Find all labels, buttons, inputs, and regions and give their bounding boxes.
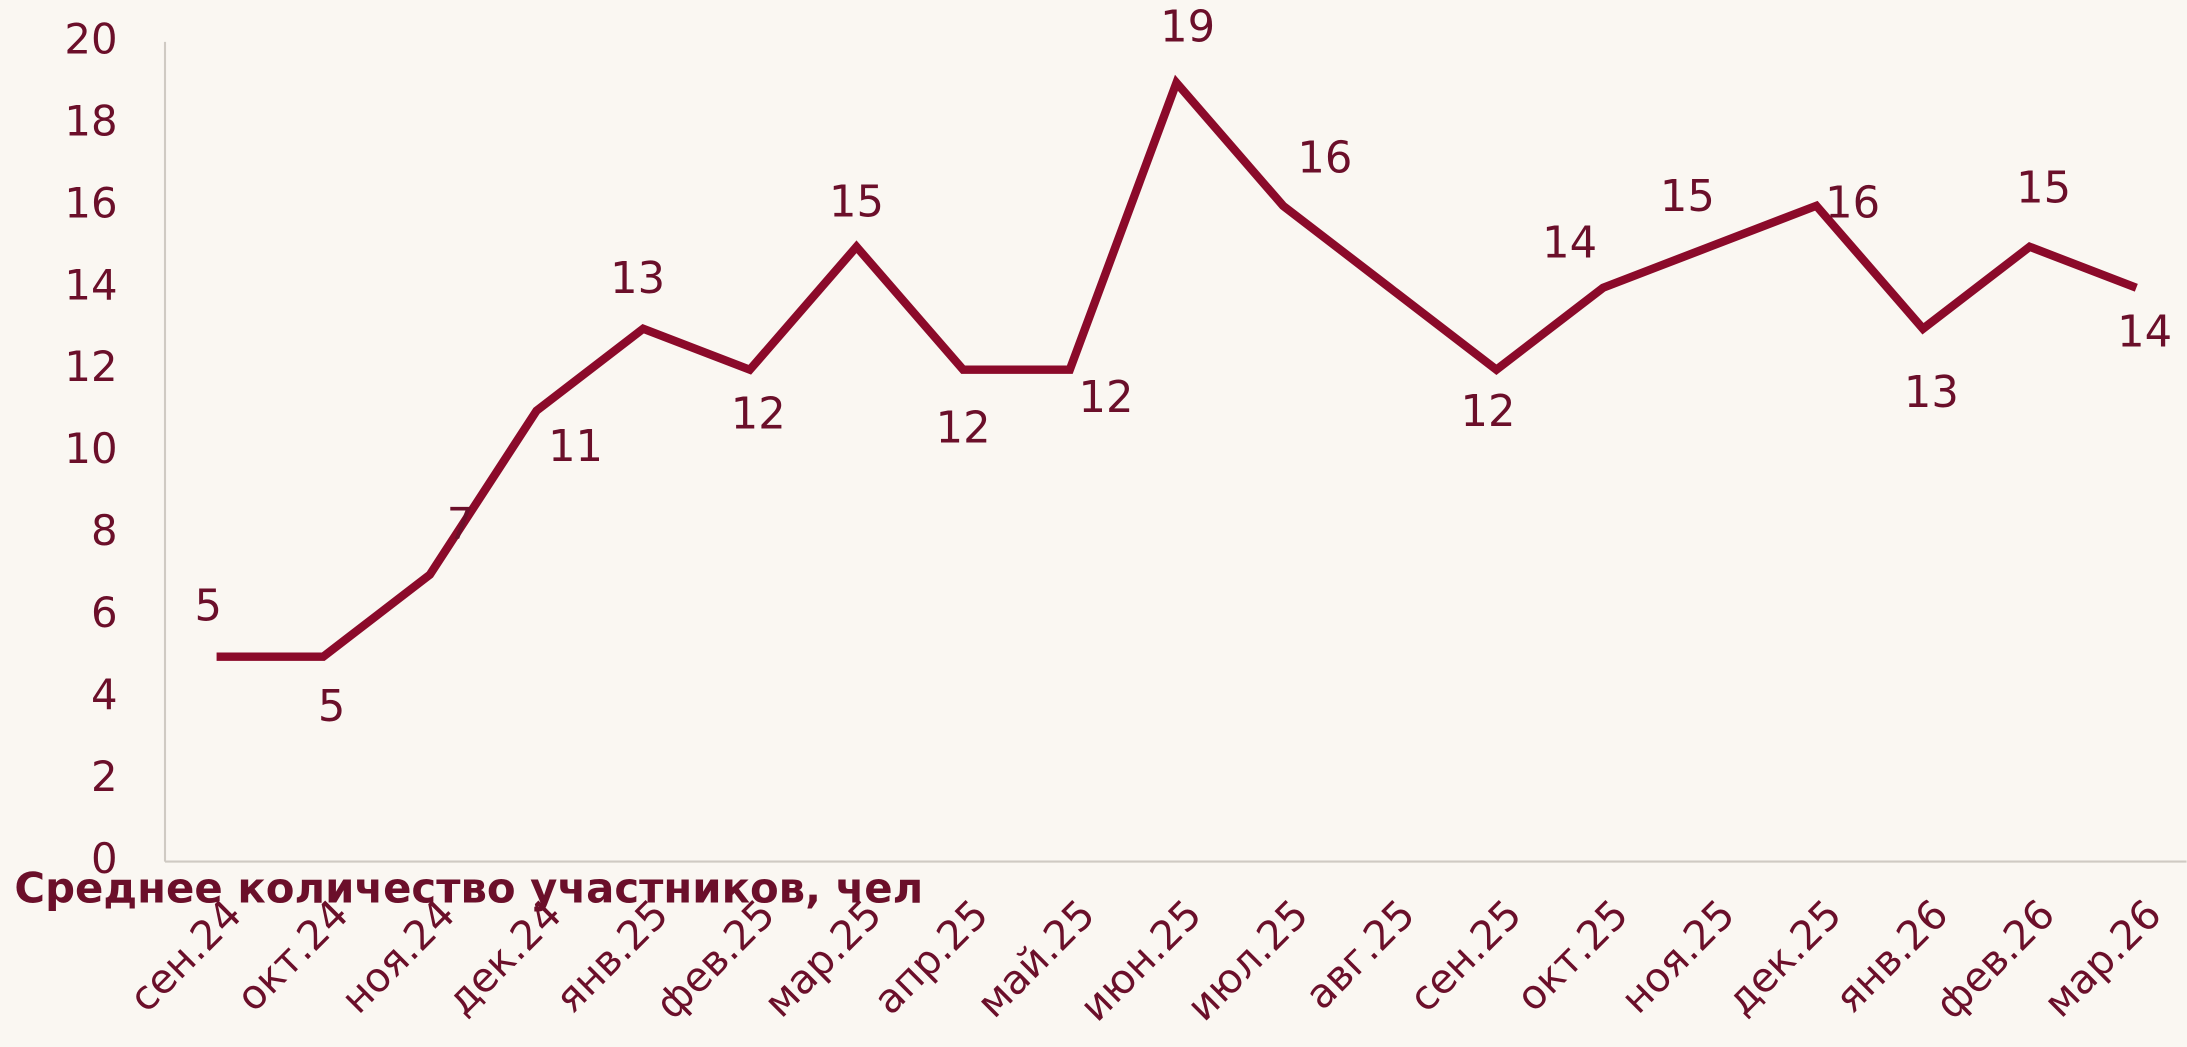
data-label: 12 (936, 404, 991, 454)
data-label: 15 (2016, 163, 2071, 213)
y-tick-label: 14 (64, 260, 117, 309)
x-axis-title: Среднее количество участников, чел (14, 863, 923, 912)
y-tick-label: 6 (91, 588, 118, 637)
y-tick-label: 16 (64, 178, 117, 227)
data-label: 16 (1297, 134, 1352, 184)
y-tick-label: 2 (91, 752, 118, 801)
y-tick-label: 0 (91, 834, 118, 883)
y-tick-label: 8 (91, 506, 118, 555)
data-label: 11 (548, 422, 603, 472)
data-label: 13 (1904, 368, 1959, 418)
data-label: 7 (447, 500, 474, 550)
data-label: 14 (2117, 308, 2172, 358)
y-tick-label: 12 (64, 342, 117, 391)
data-label: 12 (1079, 373, 1134, 423)
data-label: 12 (731, 390, 786, 440)
y-tick-label: 18 (64, 96, 117, 145)
data-label: 19 (1160, 2, 1215, 52)
data-label: 13 (610, 254, 665, 304)
y-tick-label: 10 (64, 424, 117, 473)
y-tick-label: 20 (64, 14, 117, 63)
data-label: 15 (829, 177, 884, 227)
y-tick-label: 4 (91, 670, 118, 719)
data-line (216, 74, 2138, 661)
data-label: 16 (1825, 178, 1880, 228)
data-label: 15 (1660, 172, 1715, 222)
data-label: 5 (318, 682, 346, 732)
data-label: 14 (1542, 218, 1597, 268)
data-label: 5 (194, 582, 222, 632)
data-label: 12 (1461, 387, 1516, 437)
